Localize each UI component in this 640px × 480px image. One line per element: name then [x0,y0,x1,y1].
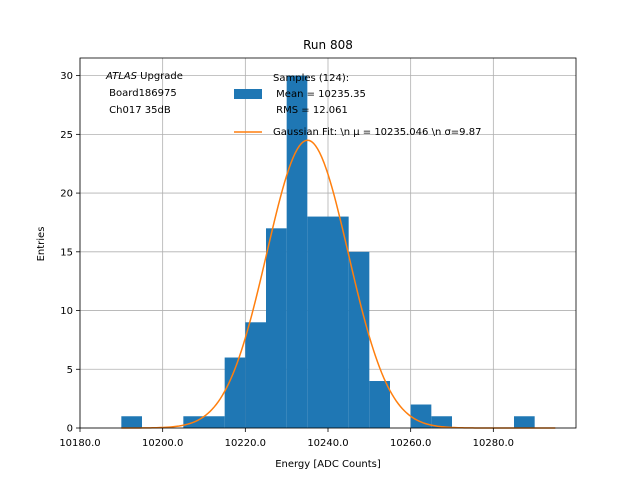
x-tick-label: 10180.0 [59,438,100,449]
histogram-bar [245,322,266,428]
y-tick-label: 15 [60,247,73,258]
y-tick-label: 25 [60,130,73,141]
legend-histogram-swatch [234,89,262,99]
y-tick-label: 30 [60,71,73,82]
y-tick-label: 10 [60,306,73,317]
x-tick-label: 10240.0 [307,438,348,449]
annotation-board: Board186975 [106,88,177,99]
y-axis-ticks: 0 5 10 15 20 25 30 [60,71,80,435]
histogram-bar [369,381,390,428]
legend-fit-label: Gaussian Fit: \n μ = 10235.046 \n σ=9.87 [273,127,481,138]
histogram-bar [121,416,142,428]
legend-rms-label: RMS = 12.061 [273,105,348,116]
histogram-bar [328,216,349,428]
x-tick-label: 10280.0 [473,438,514,449]
annotation-channel: Ch017 35dB [106,105,171,116]
histogram-bar [307,216,328,428]
grid-lines [79,58,576,429]
x-axis-ticks: 10180.0 10200.0 10220.0 10240.0 10260.0 10280… [59,428,514,449]
y-tick-label: 20 [60,189,73,200]
chart-title: Run 808 [303,38,353,52]
annotation-line-1: ATLAS Upgrade [105,71,183,82]
histogram-bar [286,75,308,428]
annotation-atlas: ATLAS [105,71,138,82]
x-tick-label: 10220.0 [225,438,266,449]
legend: Samples (124): Mean = 10235.35 RMS = 12.… [234,73,481,138]
histogram-bar [204,416,225,428]
histogram-bar [266,228,287,428]
atlas-annotation: ATLAS Upgrade Board186975 Ch017 35dB [105,71,183,116]
y-tick-label: 5 [67,365,73,376]
histogram-bar [348,251,370,428]
histogram-bar [224,357,246,428]
y-tick-label: 0 [67,424,73,435]
x-axis-label: Energy [ADC Counts] [275,459,381,470]
legend-samples-label: Samples (124): [273,73,349,84]
histogram-bar [431,416,452,428]
histogram-bar [514,416,535,428]
annotation-upgrade: Upgrade [137,71,183,82]
histogram-bar [410,404,432,428]
y-axis-label: Entries [36,227,47,262]
legend-mean-label: Mean = 10235.35 [273,89,366,100]
x-tick-label: 10260.0 [390,438,431,449]
x-tick-label: 10200.0 [142,438,183,449]
